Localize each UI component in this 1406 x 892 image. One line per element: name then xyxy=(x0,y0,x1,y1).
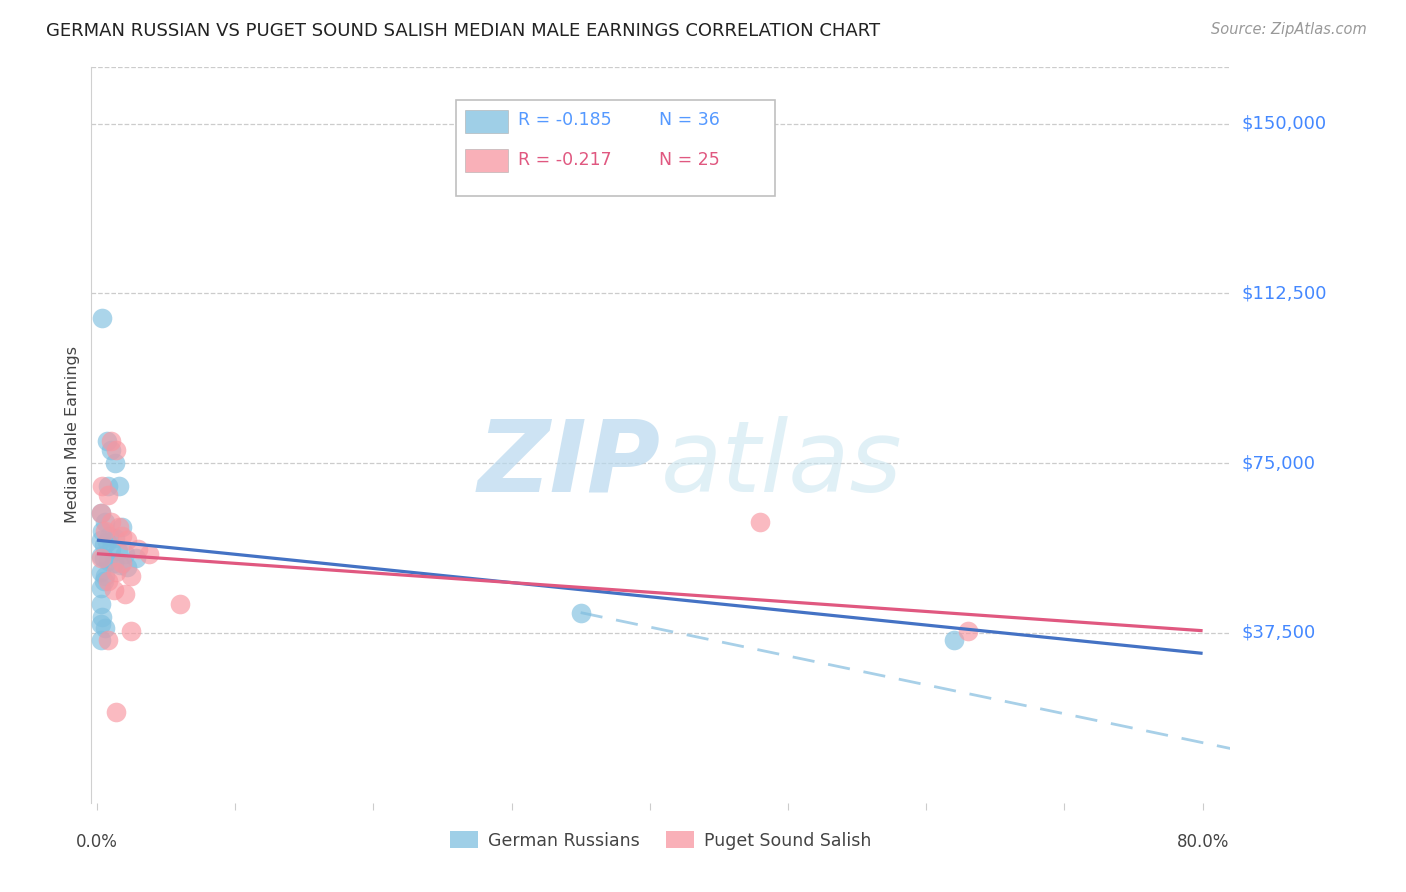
Point xyxy=(96,535,118,549)
Text: ZIP: ZIP xyxy=(478,416,661,513)
Point xyxy=(100,442,122,457)
Point xyxy=(108,519,131,533)
Point xyxy=(91,479,114,493)
Point xyxy=(97,488,120,502)
Point xyxy=(117,533,139,548)
Point xyxy=(569,606,592,620)
Point xyxy=(942,632,965,647)
Point xyxy=(97,479,120,493)
Point xyxy=(108,479,131,493)
Bar xyxy=(465,110,508,133)
Point xyxy=(90,597,112,611)
Point xyxy=(117,560,139,574)
Point xyxy=(97,632,120,647)
Text: $37,500: $37,500 xyxy=(1241,624,1316,642)
Point xyxy=(90,506,112,520)
Point xyxy=(100,434,122,448)
Point xyxy=(104,456,127,470)
Text: atlas: atlas xyxy=(661,416,903,513)
Text: N = 36: N = 36 xyxy=(658,111,720,128)
Text: R = -0.217: R = -0.217 xyxy=(519,152,612,169)
Text: 0.0%: 0.0% xyxy=(76,833,118,851)
Point xyxy=(121,624,143,638)
Point xyxy=(90,533,112,548)
Point xyxy=(749,515,772,529)
Point xyxy=(93,538,115,552)
Point xyxy=(105,565,128,579)
Point xyxy=(107,544,129,558)
Point xyxy=(90,565,112,579)
Point xyxy=(90,551,112,566)
Point xyxy=(111,528,134,542)
Point xyxy=(121,569,143,583)
Point xyxy=(100,542,122,557)
Point xyxy=(94,524,117,538)
Point xyxy=(90,549,112,563)
Text: GERMAN RUSSIAN VS PUGET SOUND SALISH MEDIAN MALE EARNINGS CORRELATION CHART: GERMAN RUSSIAN VS PUGET SOUND SALISH MED… xyxy=(46,22,880,40)
Point xyxy=(110,558,132,572)
Text: Source: ZipAtlas.com: Source: ZipAtlas.com xyxy=(1211,22,1367,37)
Point xyxy=(97,574,120,588)
Legend: German Russians, Puget Sound Salish: German Russians, Puget Sound Salish xyxy=(443,824,879,856)
Point xyxy=(93,551,115,566)
Point xyxy=(91,610,114,624)
Point xyxy=(94,622,117,636)
Point xyxy=(111,519,134,533)
Point xyxy=(127,542,149,557)
Point xyxy=(90,632,112,647)
Point xyxy=(103,582,125,597)
Point xyxy=(94,515,117,529)
Point xyxy=(90,616,112,631)
Point xyxy=(90,506,112,520)
Point xyxy=(114,587,136,601)
Text: R = -0.185: R = -0.185 xyxy=(519,111,612,128)
Point xyxy=(100,515,122,529)
Point xyxy=(97,553,120,567)
Point xyxy=(169,597,191,611)
Point xyxy=(91,524,114,538)
Point xyxy=(124,551,146,566)
Text: N = 25: N = 25 xyxy=(658,152,720,169)
Point xyxy=(105,705,128,719)
Text: $150,000: $150,000 xyxy=(1241,114,1326,133)
Point xyxy=(98,528,121,542)
Point xyxy=(105,442,128,457)
Point xyxy=(956,624,979,638)
Text: 80.0%: 80.0% xyxy=(1177,833,1229,851)
Point xyxy=(93,574,115,588)
Point xyxy=(94,569,117,583)
Point xyxy=(138,547,160,561)
Point xyxy=(114,547,136,561)
Text: $112,500: $112,500 xyxy=(1241,285,1327,302)
Point xyxy=(104,531,127,545)
Point xyxy=(111,556,134,570)
Text: $75,000: $75,000 xyxy=(1241,454,1316,472)
Point xyxy=(96,434,118,448)
Y-axis label: Median Male Earnings: Median Male Earnings xyxy=(65,346,80,524)
FancyBboxPatch shape xyxy=(456,100,775,195)
Bar xyxy=(465,149,508,172)
Point xyxy=(91,311,114,326)
Point xyxy=(103,556,125,570)
Point xyxy=(90,581,112,595)
